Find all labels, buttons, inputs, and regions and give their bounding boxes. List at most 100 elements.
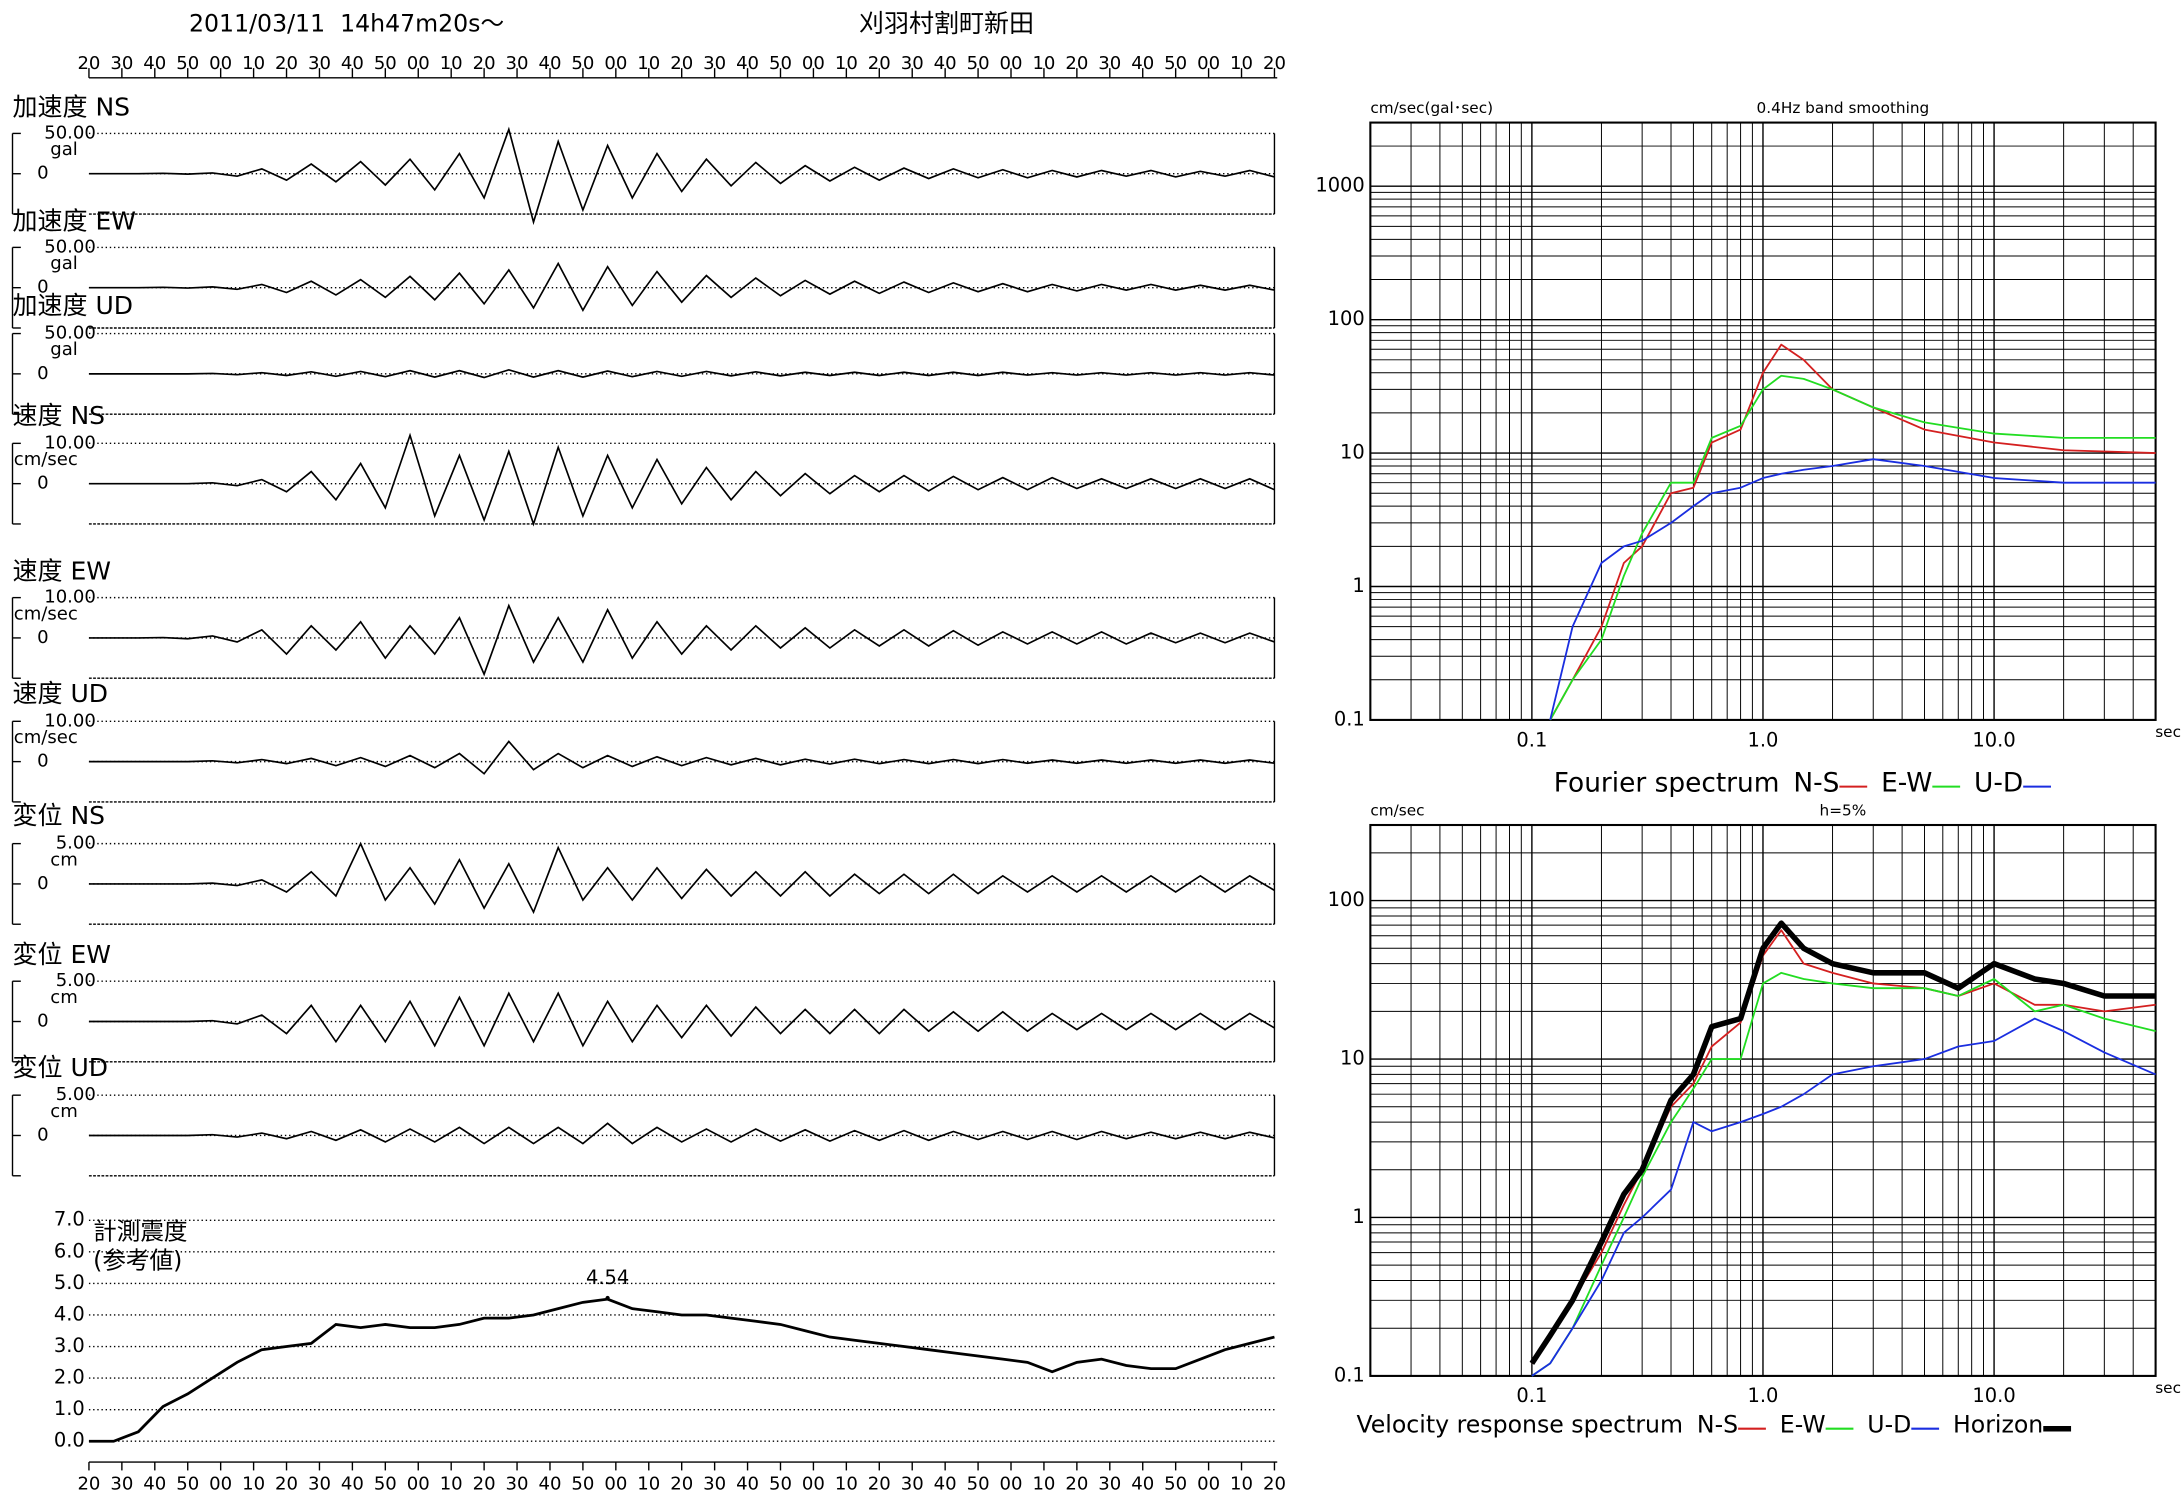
- x-tick-label: 00: [407, 53, 430, 74]
- unit-label: cm: [50, 987, 78, 1008]
- x-tick-label: 30: [901, 1473, 924, 1494]
- x-tick-label: 30: [1098, 53, 1121, 74]
- x-tick-label: 1.0: [1748, 1384, 1779, 1407]
- spectrum-line: [1549, 343, 2156, 721]
- x-tick-label: 30: [110, 53, 133, 74]
- x-tick-label: 00: [1197, 1473, 1220, 1494]
- y-axis-label: cm/sec: [1370, 802, 1424, 820]
- waveform: [88, 432, 1275, 527]
- y-tick-label: 0: [37, 873, 48, 894]
- y-tick-label: 1000: [1315, 174, 1364, 197]
- x-tick-label: 30: [1098, 1473, 1121, 1494]
- y-tick-label: 0: [37, 473, 48, 494]
- x-tick-label: 00: [802, 53, 825, 74]
- x-tick-label: 10: [1230, 53, 1253, 74]
- x-tick-label: 00: [802, 1473, 825, 1494]
- x-tick-label: 50: [1164, 53, 1187, 74]
- x-tick-label: 40: [143, 53, 166, 74]
- caption: Velocity response spectrum: [1356, 1410, 1683, 1438]
- x-tick-label: 30: [308, 53, 331, 74]
- waveform: [88, 991, 1275, 1048]
- legend-label: N-S: [1697, 1410, 1738, 1438]
- unit-label: cm/sec: [14, 449, 78, 470]
- x-tick-label: 50: [571, 1473, 594, 1494]
- x-tick-label: 10: [835, 53, 858, 74]
- y-tick-label: 1.0: [54, 1397, 85, 1420]
- waveform: [88, 368, 1275, 379]
- spectrum-line: [1531, 929, 2156, 1364]
- x-tick-label: 20: [670, 53, 693, 74]
- x-tick-label: 30: [110, 1473, 133, 1494]
- legend-label: E-W: [1780, 1410, 1826, 1438]
- y-tick-label: 50.00: [44, 323, 96, 344]
- x-tick-label: 20: [1263, 1473, 1286, 1494]
- plot-frame: [1369, 121, 2157, 721]
- x-tick-label: 20: [868, 53, 891, 74]
- y-tick-label: 0: [37, 627, 48, 648]
- x-tick-label: 10: [637, 53, 660, 74]
- x-tick-label: 10: [440, 53, 463, 74]
- x-tick-label: 00: [1000, 53, 1023, 74]
- y-tick-label: 100: [1328, 307, 1365, 330]
- x-tick-label: 50: [1164, 1473, 1187, 1494]
- y-tick-label: 0: [37, 1124, 48, 1145]
- x-tick-label: 50: [967, 1473, 990, 1494]
- x-tick-label: 30: [506, 53, 529, 74]
- x-tick-label: 0.1: [1516, 728, 1547, 751]
- unit-label: gal: [50, 339, 78, 360]
- panel-label: 加速度 UD: [13, 291, 133, 320]
- legend-label: U-D: [1867, 1410, 1911, 1438]
- x-tick-label: 20: [473, 53, 496, 74]
- x-tick-label: 10.0: [1972, 1384, 2015, 1407]
- y-tick-label: 5.00: [56, 833, 96, 854]
- x-axis-label: sec: [2155, 1379, 2181, 1397]
- y-tick-label: 1: [1352, 1205, 1364, 1228]
- x-tick-label: 20: [670, 1473, 693, 1494]
- chart-title: 0.4Hz band smoothing: [1757, 99, 1930, 117]
- unit-label: cm: [50, 849, 78, 870]
- x-tick-label: 40: [1131, 1473, 1154, 1494]
- y-tick-label: 5.00: [56, 970, 96, 991]
- y-tick-label: 10: [1340, 1047, 1365, 1070]
- x-tick-label: 10.0: [1972, 728, 2015, 751]
- x-tick-label: 00: [604, 1473, 627, 1494]
- y-tick-label: 3.0: [54, 1334, 85, 1357]
- x-tick-label: 50: [769, 53, 792, 74]
- y-tick-label: 50.00: [44, 236, 96, 257]
- plot-frame: [1369, 823, 2157, 1377]
- panel-label: 加速度 NS: [13, 92, 131, 121]
- x-tick-label: 40: [341, 53, 364, 74]
- x-tick-label: 50: [374, 53, 397, 74]
- unit-label: cm: [50, 1101, 78, 1122]
- x-tick-label: 40: [934, 1473, 957, 1494]
- y-tick-label: 5.0: [54, 1271, 85, 1294]
- x-tick-label: 40: [934, 53, 957, 74]
- spectrum-line: [1549, 458, 2156, 721]
- x-tick-label: 50: [374, 1473, 397, 1494]
- panel-label: 速度 UD: [13, 679, 109, 708]
- x-tick-label: 50: [176, 1473, 199, 1494]
- y-axis-label: cm/sec(gal･sec): [1370, 99, 1493, 117]
- y-tick-label: 10.00: [44, 710, 96, 731]
- x-tick-label: 50: [571, 53, 594, 74]
- x-tick-label: 40: [736, 1473, 759, 1494]
- x-tick-label: 00: [209, 1473, 232, 1494]
- x-tick-label: 20: [275, 53, 298, 74]
- y-tick-label: 5.00: [56, 1084, 96, 1105]
- y-axis-label: 計測震度: [93, 1217, 187, 1245]
- x-tick-label: 50: [967, 53, 990, 74]
- y-tick-label: 1: [1352, 574, 1364, 597]
- legend-label: U-D: [1974, 767, 2023, 798]
- y-tick-label: 7.0: [54, 1208, 85, 1231]
- datetime: 2011/03/11 14h47m20s〜: [189, 10, 504, 38]
- panel-label: 加速度 EW: [13, 206, 136, 235]
- legend-label: E-W: [1881, 767, 1932, 798]
- panel-label: 速度 NS: [13, 401, 106, 430]
- unit-label: gal: [50, 253, 78, 274]
- x-tick-label: 00: [209, 53, 232, 74]
- y-tick-label: 2.0: [54, 1366, 85, 1389]
- spectrum-line: [1531, 971, 2156, 1377]
- x-tick-label: 30: [506, 1473, 529, 1494]
- intensity-line: [88, 1297, 1275, 1443]
